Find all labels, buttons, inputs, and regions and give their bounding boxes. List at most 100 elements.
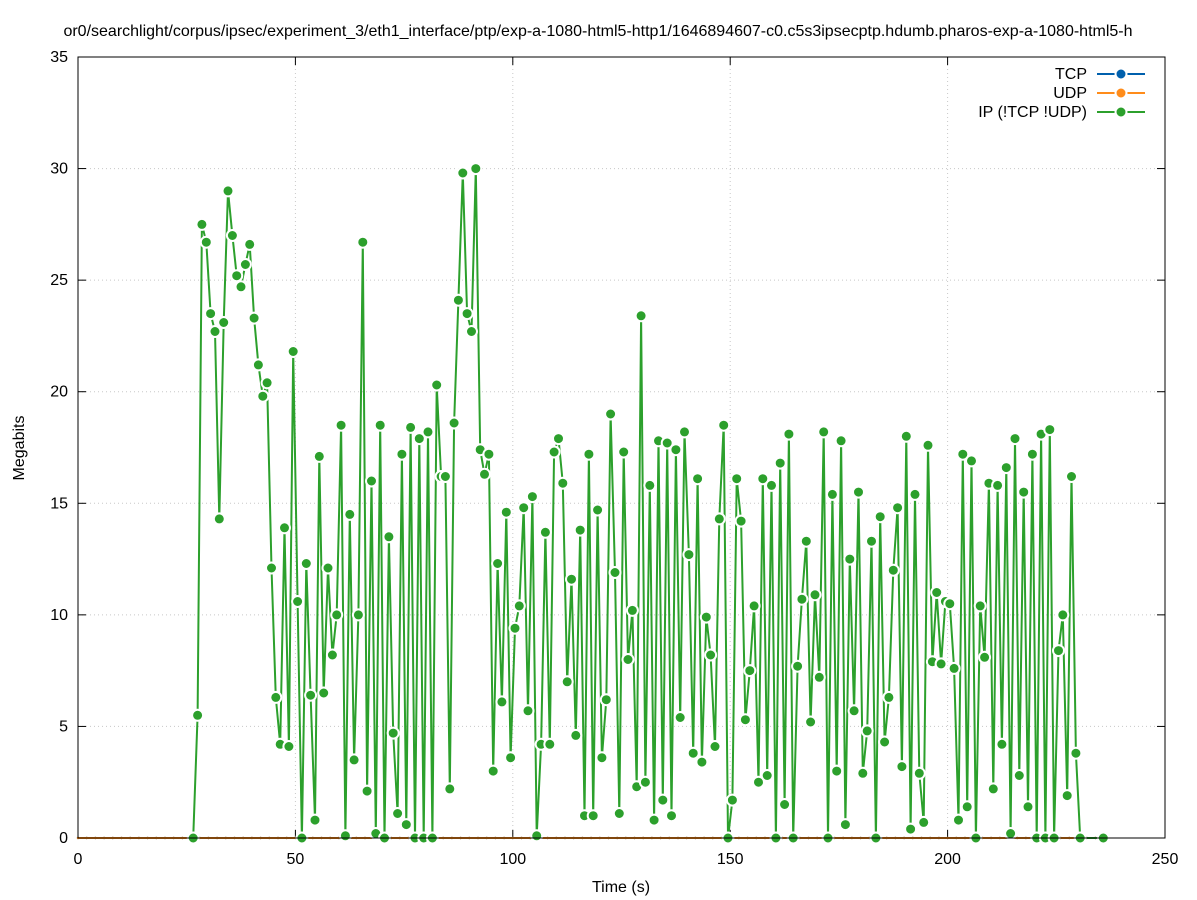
data-point — [321, 561, 335, 575]
data-point — [230, 269, 244, 283]
data-point — [743, 664, 757, 678]
data-point — [251, 358, 265, 372]
data-point — [930, 586, 944, 599]
data-point — [595, 751, 609, 765]
data-point — [908, 487, 922, 501]
data-point — [499, 505, 513, 519]
data-point — [404, 420, 418, 434]
data-point — [921, 438, 935, 452]
data-point — [817, 425, 831, 439]
data-point — [247, 311, 261, 325]
data-point — [304, 688, 318, 702]
data-point — [1069, 746, 1083, 760]
data-point — [443, 782, 457, 796]
data-point — [708, 740, 722, 753]
data-point — [717, 418, 731, 432]
data-point — [834, 434, 848, 448]
data-point — [830, 764, 844, 778]
data-point — [478, 467, 491, 481]
data-point — [421, 425, 435, 439]
data-point — [299, 557, 313, 570]
x-tick-label: 150 — [717, 851, 744, 868]
data-point — [917, 815, 931, 829]
data-point — [569, 728, 583, 742]
data-point — [895, 760, 909, 774]
data-point — [808, 588, 822, 602]
x-tick-label: 50 — [287, 851, 305, 868]
data-point — [312, 449, 326, 463]
data-point — [765, 478, 778, 492]
data-point — [191, 708, 205, 722]
data-point — [634, 309, 648, 323]
data-point — [860, 724, 874, 738]
data-point — [225, 229, 239, 242]
data-point — [625, 603, 639, 617]
data-point — [695, 755, 709, 769]
plot-frame — [77, 56, 1166, 839]
data-point — [995, 737, 1009, 751]
data-point — [447, 416, 461, 430]
data-point — [656, 793, 670, 807]
data-point — [956, 447, 970, 461]
y-tick-label: 30 — [50, 161, 68, 178]
data-point — [347, 753, 361, 767]
data-point — [638, 775, 652, 789]
data-point — [856, 766, 870, 780]
legend-label: TCP — [1055, 66, 1087, 83]
data-point — [999, 461, 1013, 475]
y-tick-label: 35 — [50, 49, 68, 66]
data-point — [791, 659, 805, 673]
data-point — [691, 472, 705, 486]
data-point — [486, 764, 500, 778]
data-point — [1060, 789, 1074, 803]
data-point — [456, 166, 470, 180]
data-point — [356, 235, 370, 249]
data-point — [878, 735, 892, 749]
data-point — [886, 563, 900, 577]
data-point — [904, 822, 918, 836]
series-line — [192, 167, 1104, 839]
data-point — [899, 429, 913, 443]
data-point — [891, 501, 905, 515]
x-tick-label: 200 — [934, 851, 961, 868]
data-point — [665, 809, 678, 823]
data-point — [843, 552, 857, 566]
y-tick-label: 0 — [59, 830, 68, 847]
data-point — [669, 443, 683, 457]
data-point — [865, 534, 878, 548]
data-point — [234, 280, 248, 294]
data-point — [556, 476, 570, 490]
series-2 — [186, 162, 1110, 845]
x-tick-label: 100 — [499, 851, 526, 868]
data-point — [325, 648, 339, 662]
data-point — [1012, 769, 1026, 782]
data-point — [547, 445, 561, 459]
data-point — [1017, 485, 1031, 499]
y-tick-label: 15 — [50, 495, 68, 512]
data-point — [269, 690, 283, 704]
data-point — [343, 507, 357, 521]
data-point — [308, 813, 322, 827]
data-point — [469, 162, 483, 176]
data-point — [512, 599, 526, 613]
data-point — [847, 704, 861, 718]
data-point — [973, 599, 987, 613]
data-point — [391, 807, 405, 820]
data-point — [204, 307, 218, 321]
data-point — [730, 472, 744, 486]
y-tick-label: 5 — [59, 718, 68, 735]
y-tick-label: 10 — [50, 607, 68, 624]
data-point — [725, 793, 739, 807]
data-point — [795, 592, 809, 606]
data-point — [1043, 423, 1057, 437]
data-point — [565, 572, 578, 586]
data-point — [560, 675, 574, 689]
data-point — [330, 608, 344, 622]
data-point — [978, 650, 992, 664]
chart-title: or0/searchlight/corpus/ipsec/experiment_… — [63, 23, 1132, 40]
data-point — [530, 829, 544, 843]
data-point — [1025, 447, 1039, 461]
data-point — [256, 389, 270, 403]
data-point — [660, 436, 674, 450]
data-point — [1065, 470, 1078, 483]
